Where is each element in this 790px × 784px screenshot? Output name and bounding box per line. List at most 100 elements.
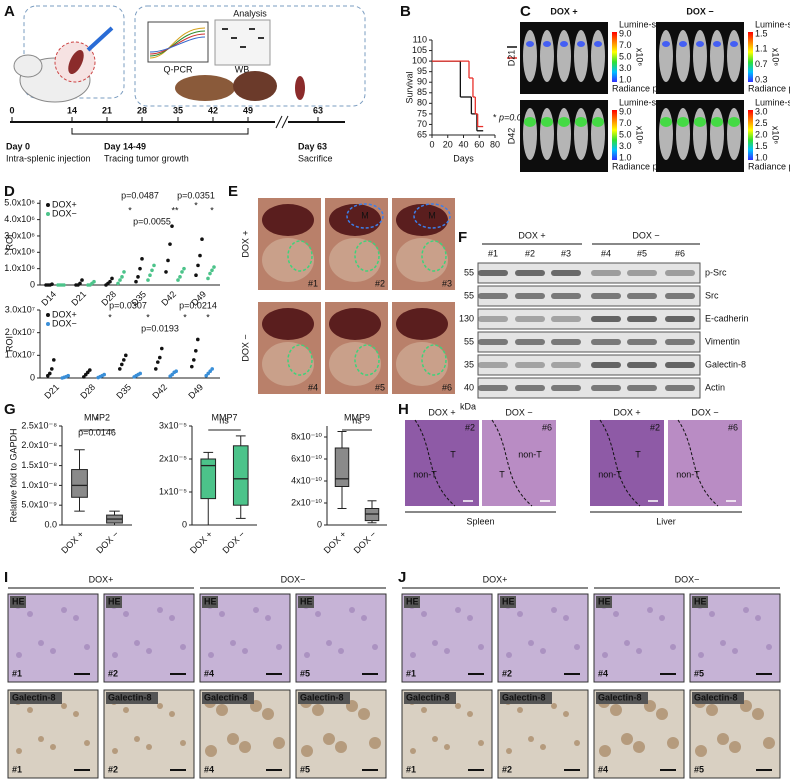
data-point: [124, 353, 128, 358]
panel-letter: J: [398, 569, 406, 586]
colorbar-tick: 1.0: [619, 74, 632, 84]
liver: [262, 308, 314, 340]
data-point: [194, 349, 198, 353]
panel-letter: G: [4, 401, 16, 418]
signal: [728, 117, 740, 127]
liver-sketch: [233, 71, 277, 101]
blot-band: [478, 293, 508, 299]
data-point: [62, 283, 66, 287]
blot-band: [627, 293, 657, 299]
sample-id: #5: [300, 668, 310, 678]
tissue-texture: [551, 607, 557, 613]
blot-band: [478, 385, 508, 391]
spleen: [68, 49, 84, 75]
tissue-texture: [112, 652, 118, 658]
metastasis-label: M: [361, 210, 369, 220]
tissue-texture: [717, 733, 729, 745]
blot-band: [515, 316, 545, 322]
tissue-texture: [180, 740, 186, 746]
signal: [560, 41, 568, 47]
tissue-texture: [670, 644, 676, 650]
y-tick-label: 1.0x10⁻⁸: [21, 480, 57, 490]
blot-band: [627, 385, 657, 391]
tissue-texture: [421, 707, 427, 713]
y-tick-label: 80: [417, 98, 427, 108]
liver: [329, 308, 381, 340]
ihc-image: [593, 593, 685, 683]
region-label: T: [499, 469, 505, 479]
stain-label: HE: [694, 596, 707, 606]
annotation: p=0.0162: [498, 112, 537, 122]
tissue-texture: [315, 611, 321, 617]
sample-id: #1: [12, 764, 22, 774]
blot-band: [515, 339, 545, 345]
ihc-image: [199, 689, 291, 779]
tissue-texture: [599, 745, 611, 757]
annotation: p=0.0214: [179, 300, 217, 310]
blot-band: [627, 316, 657, 322]
tissue-texture: [239, 741, 251, 753]
tissue-texture: [361, 615, 367, 621]
mouse: [693, 108, 707, 160]
stain-tag: [500, 692, 552, 704]
tissue-texture: [372, 644, 378, 650]
stain-label: Galectin-8: [598, 692, 642, 702]
tissue-texture: [421, 611, 427, 617]
y-axis-label: Relative fold to GAPDH: [8, 428, 18, 522]
group-label: DOX−: [675, 574, 700, 584]
dashed-box: [134, 5, 366, 107]
stain-label: Galectin-8: [406, 692, 450, 702]
ihc-image: [497, 689, 589, 779]
blot-band: [515, 293, 545, 299]
tissue-texture: [752, 708, 764, 720]
tissue-texture: [84, 740, 90, 746]
colorbar: [748, 110, 753, 160]
image-group: DOX +: [613, 407, 640, 417]
metastasis-outline: [346, 203, 384, 229]
intestine: [329, 238, 381, 282]
blot-band: [627, 270, 657, 276]
data-point: [190, 364, 194, 369]
tissue-texture: [659, 615, 665, 621]
tissue-texture: [335, 741, 347, 753]
tumor-outline: [421, 240, 447, 272]
mouse: [540, 30, 554, 82]
data-point: [198, 253, 202, 258]
y-tick-label: 3x10⁻⁵: [159, 420, 187, 430]
tissue-texture: [205, 745, 217, 757]
blot-band: [591, 362, 621, 368]
mouse: [574, 108, 588, 160]
metastasis-outline: [413, 203, 451, 229]
y-tick-label: 0: [30, 279, 35, 289]
tissue-texture: [304, 652, 310, 658]
signal: [730, 41, 738, 47]
ihc-image: [103, 593, 195, 683]
mouse: [676, 30, 690, 82]
tissue-texture: [276, 644, 282, 650]
intestine: [329, 342, 381, 386]
tissue-texture: [574, 644, 580, 650]
mouse: [557, 30, 571, 82]
tissue-texture: [455, 607, 461, 613]
data-point: [158, 355, 162, 360]
intestine: [262, 238, 314, 282]
stain-label: Galectin-8: [204, 692, 248, 702]
histology-image: [482, 420, 556, 506]
group-label: DOX−: [281, 574, 306, 584]
mw-label: 55: [464, 290, 474, 300]
lane-label: #2: [525, 248, 535, 258]
annotation: **: [171, 205, 179, 215]
y-tick-label: 2.0x10⁷: [5, 327, 35, 337]
tissue-texture: [123, 707, 129, 713]
data-point: [108, 279, 112, 284]
stain-tag: [596, 596, 612, 608]
photo-label: #3: [442, 278, 452, 288]
signal: [711, 117, 723, 127]
data-point: [110, 276, 114, 281]
timeline-break: [281, 115, 289, 129]
tissue-texture: [265, 615, 271, 621]
histology-image: [405, 420, 479, 506]
liver-sketch: [175, 75, 235, 101]
signal: [558, 117, 570, 127]
stain-tag: [692, 692, 744, 704]
